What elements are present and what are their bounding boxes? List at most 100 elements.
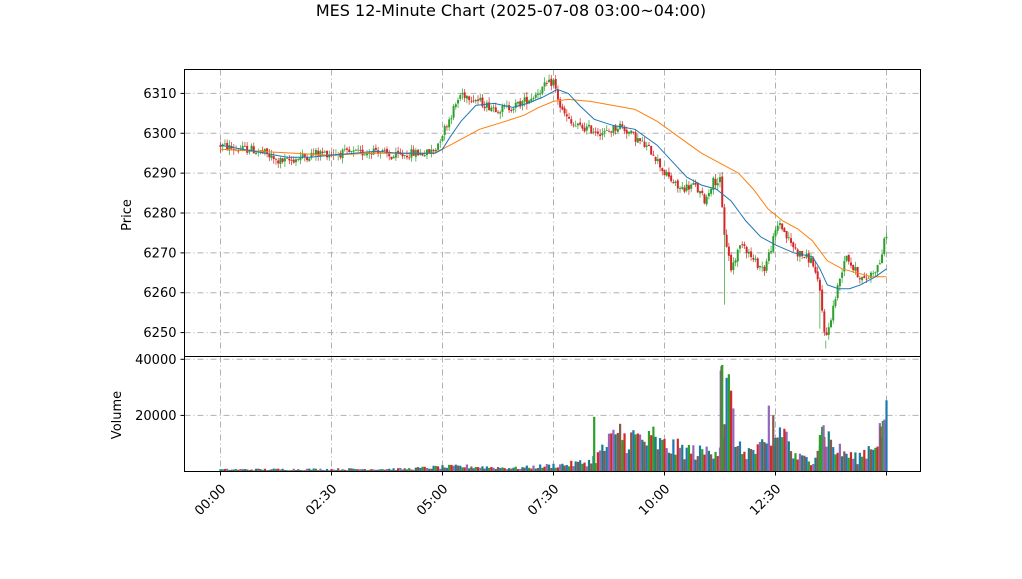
candle-body [303, 154, 306, 157]
candle-body [523, 97, 526, 102]
volume-bar [838, 443, 841, 472]
volume-bar [881, 421, 884, 472]
volume-bar [392, 468, 395, 472]
candle-body [601, 133, 604, 136]
volume-bar [845, 453, 848, 472]
candle-body [750, 251, 753, 258]
candle-body [610, 131, 613, 133]
candle-body [390, 156, 393, 160]
volume-bar [736, 446, 739, 472]
volume-bar [550, 467, 553, 472]
volume-bar [343, 469, 346, 472]
candle-body [241, 145, 244, 150]
candle-body [530, 98, 533, 102]
volume-bar [357, 469, 360, 472]
candle-body [403, 154, 406, 156]
candle-body [738, 245, 741, 249]
candle-body [621, 124, 624, 127]
candle-body [516, 101, 519, 104]
candle-body [576, 123, 579, 126]
volume-bar [843, 451, 846, 472]
volume-bar [630, 432, 633, 472]
volume-bar [674, 454, 677, 472]
candle-body [865, 278, 868, 280]
candle-body [423, 155, 426, 157]
candle-body [661, 168, 664, 171]
price-grid [184, 69, 921, 357]
candle-body [832, 305, 835, 321]
volume-bar [559, 464, 562, 472]
volume-panel-frame [184, 356, 921, 472]
volume-bar [678, 447, 682, 472]
candle-body [663, 169, 666, 176]
volume-bar [527, 467, 531, 472]
volume-bar [747, 448, 750, 472]
candle-body [405, 155, 408, 158]
volume-bar [809, 465, 813, 472]
volume-bar [661, 439, 664, 472]
volume-grid [184, 356, 921, 472]
price-tick-label: 6260 [143, 286, 176, 301]
volume-bar [727, 374, 730, 472]
volume-bar [385, 469, 389, 472]
volume-bar [583, 462, 586, 472]
candle-body [823, 311, 826, 332]
candle-body [532, 98, 535, 99]
volume-bar [605, 447, 608, 472]
candle-body [346, 148, 349, 150]
volume-bar [593, 416, 596, 472]
volume-bar [463, 467, 466, 472]
volume-bar [879, 426, 882, 472]
volume-tick-label: 40000 [135, 353, 176, 368]
volume-bar [812, 463, 815, 472]
volume-bar [869, 449, 873, 472]
volume-bar [250, 469, 253, 472]
candle-body [590, 125, 593, 134]
volume-bar [821, 426, 824, 472]
price-tick-label: 6290 [143, 167, 176, 182]
volume-bar [658, 438, 662, 472]
volume-bar [712, 458, 715, 472]
candle-body [323, 151, 326, 153]
candle-body [627, 131, 630, 134]
volume-bar [448, 464, 451, 472]
volume-bar [499, 467, 502, 472]
candle-body [474, 100, 477, 102]
volume-bar [570, 460, 573, 472]
candle-body [812, 257, 815, 267]
volume-bar [781, 437, 784, 472]
volume-bar [534, 468, 537, 472]
candle-body [838, 278, 841, 287]
volume-bar [590, 463, 593, 472]
volume-bar [599, 450, 602, 472]
candle-body [508, 105, 511, 111]
candle-body [383, 149, 386, 151]
ma-short-line [220, 88, 887, 290]
volume-bar [849, 452, 853, 472]
volume-bar [401, 469, 404, 472]
volume-bar [521, 467, 524, 472]
volume-bar [328, 470, 331, 472]
candle-body [652, 154, 655, 156]
candle-body [510, 109, 513, 111]
volume-bar [798, 453, 802, 472]
volume-bar [807, 461, 810, 472]
candle-body [734, 260, 737, 263]
volume-bar [841, 456, 844, 472]
volume-bar [397, 468, 400, 472]
candle-body [741, 244, 744, 246]
volume-bar [281, 468, 284, 472]
volume-bar [827, 431, 830, 472]
candle-body [585, 126, 588, 131]
volume-bar [412, 469, 415, 472]
candle-body [630, 130, 633, 134]
candle-body [692, 183, 695, 185]
volume-bar [274, 468, 278, 472]
volume-bar [645, 445, 648, 472]
candle-body [714, 178, 717, 186]
volume-bar [286, 470, 289, 472]
candle-body [843, 261, 846, 272]
volume-bar [796, 459, 799, 472]
candle-body [401, 153, 404, 157]
volume-bar [334, 470, 338, 472]
